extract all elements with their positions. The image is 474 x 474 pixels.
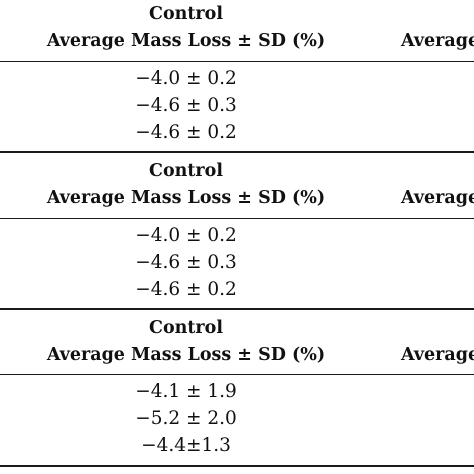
panel-2-group-header: Control (149, 161, 223, 181)
panel-3-row-1: −4.1 ± 1.9 (135, 381, 237, 402)
panel-3-header-rule (0, 374, 474, 375)
panel-1-group-header: Control (149, 4, 223, 24)
panel-1-header-rule (0, 61, 474, 62)
panel-1-row-1: −4.0 ± 0.2 (135, 68, 237, 89)
panel-2-row-1: −4.0 ± 0.2 (135, 225, 237, 246)
panel-1-row-3: −4.6 ± 0.2 (135, 122, 237, 143)
panel-2-row-3: −4.6 ± 0.2 (135, 279, 237, 300)
panel-2-bottom-rule (0, 308, 474, 310)
panel-3-bottom-rule (0, 465, 474, 467)
panel-1-bottom-rule (0, 151, 474, 153)
panel-3-group-header: Control (149, 318, 223, 338)
panel-3-col1-header: Average Mass Loss ± SD (%) (46, 345, 326, 365)
panel-3-col2-header: Average (401, 345, 474, 365)
panel-2-header-rule (0, 218, 474, 219)
panel-1-col1-header: Average Mass Loss ± SD (%) (46, 31, 326, 51)
panel-3-row-3: −4.4±1.3 (141, 435, 231, 456)
panel-1-row-2: −4.6 ± 0.3 (135, 95, 237, 116)
panel-2-row-2: −4.6 ± 0.3 (135, 252, 237, 273)
panel-3-row-2: −5.2 ± 2.0 (135, 408, 237, 429)
panel-1-col2-header: Average (401, 31, 474, 51)
panel-2-col2-header: Average (401, 188, 474, 208)
panel-2-col1-header: Average Mass Loss ± SD (%) (46, 188, 326, 208)
